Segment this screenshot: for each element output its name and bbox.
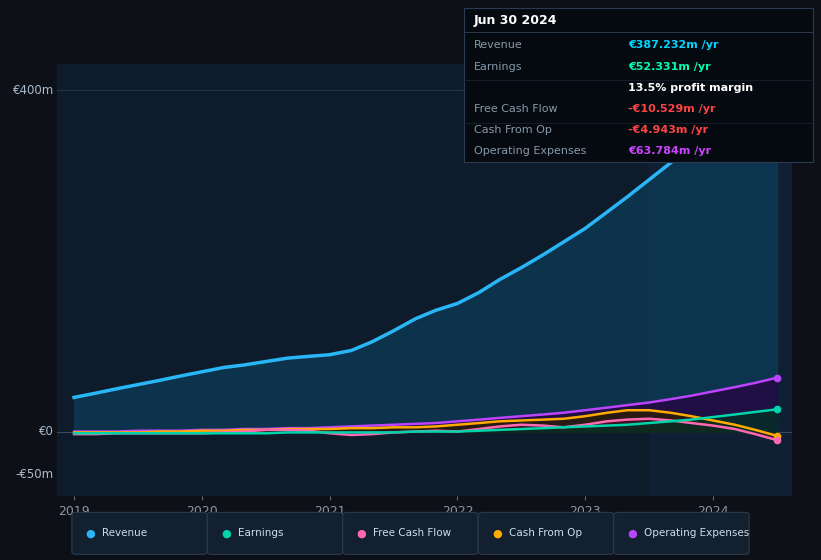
- Text: Jun 30 2024: Jun 30 2024: [474, 14, 557, 27]
- Text: €63.784m /yr: €63.784m /yr: [628, 146, 711, 156]
- Text: €0: €0: [39, 425, 54, 438]
- Text: ●: ●: [628, 529, 637, 538]
- Text: -€10.529m /yr: -€10.529m /yr: [628, 104, 716, 114]
- Text: €52.331m /yr: €52.331m /yr: [628, 62, 711, 72]
- Text: Operating Expenses: Operating Expenses: [644, 529, 750, 538]
- Text: Earnings: Earnings: [474, 62, 522, 72]
- Text: 13.5% profit margin: 13.5% profit margin: [628, 83, 753, 93]
- Text: ●: ●: [86, 529, 95, 538]
- Text: €400m: €400m: [12, 83, 54, 96]
- Text: ●: ●: [222, 529, 231, 538]
- Text: Revenue: Revenue: [474, 40, 522, 50]
- Text: -€4.943m /yr: -€4.943m /yr: [628, 125, 709, 135]
- Text: Free Cash Flow: Free Cash Flow: [373, 529, 452, 538]
- Text: €387.232m /yr: €387.232m /yr: [628, 40, 718, 50]
- Text: Cash From Op: Cash From Op: [474, 125, 552, 135]
- Text: ●: ●: [357, 529, 366, 538]
- Text: Operating Expenses: Operating Expenses: [474, 146, 586, 156]
- Text: ●: ●: [493, 529, 502, 538]
- Bar: [649, 64, 821, 496]
- Text: Earnings: Earnings: [238, 529, 283, 538]
- Text: Free Cash Flow: Free Cash Flow: [474, 104, 557, 114]
- Text: Revenue: Revenue: [102, 529, 147, 538]
- Text: Cash From Op: Cash From Op: [509, 529, 581, 538]
- Text: -€50m: -€50m: [16, 468, 54, 480]
